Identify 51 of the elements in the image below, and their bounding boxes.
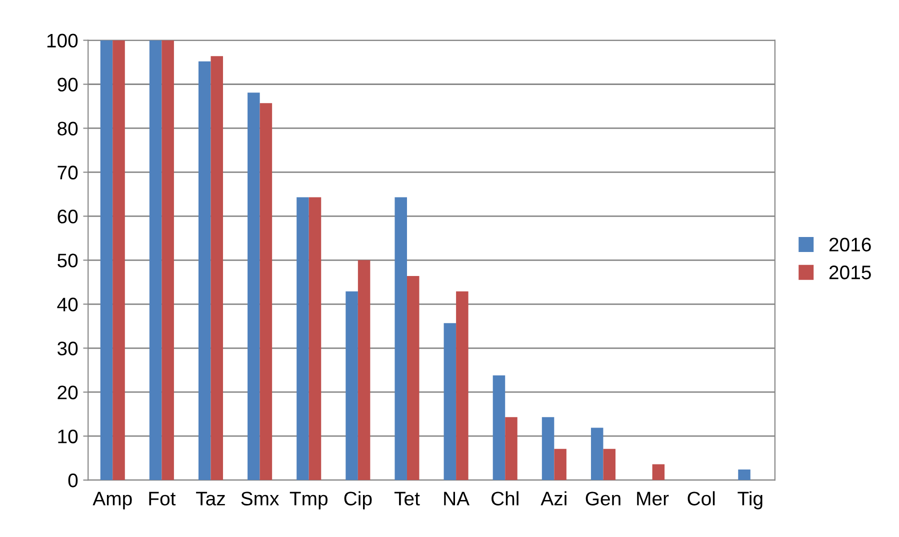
bar	[162, 40, 174, 480]
y-tick-label: 80	[58, 122, 78, 136]
bar	[603, 448, 616, 480]
x-tick-label: Azi	[540, 491, 566, 506]
y-tick-label: 20	[58, 386, 78, 400]
y-tick-label: 0	[68, 474, 78, 488]
bar	[308, 197, 322, 480]
bar	[100, 40, 113, 480]
x-tick-label: Smx	[241, 492, 280, 506]
bar	[394, 197, 407, 480]
bar	[444, 323, 456, 480]
x-tick-label: Chl	[492, 491, 518, 506]
bar	[492, 375, 506, 480]
x-tick-label: Col	[688, 491, 715, 506]
bar	[149, 40, 162, 480]
bar	[198, 61, 211, 480]
bar	[590, 428, 604, 480]
bar	[346, 291, 358, 480]
x-tick-label: Mer	[637, 492, 669, 506]
x-tick-label: Tig	[738, 491, 762, 510]
bar	[554, 448, 566, 480]
bar	[296, 197, 309, 480]
x-tick-label: Gen	[586, 492, 620, 506]
bar	[358, 260, 370, 480]
x-tick-label: Tet	[394, 492, 420, 506]
y-tick-label: 30	[57, 342, 78, 356]
bar	[652, 464, 665, 480]
y-tick-label: 100	[47, 34, 78, 48]
bar	[505, 417, 518, 480]
bar	[260, 103, 272, 480]
legend-label: 2016	[829, 238, 871, 252]
y-tick-label: 40	[57, 298, 78, 312]
x-tick-label: Amp	[92, 492, 132, 510]
bar	[248, 92, 260, 480]
x-tick-label: NA	[444, 492, 470, 506]
y-tick-label: 10	[58, 430, 78, 444]
y-tick-label: 60	[58, 210, 78, 224]
bar	[210, 56, 224, 480]
bar	[542, 417, 554, 480]
bar	[112, 40, 125, 480]
y-tick-label: 50	[58, 254, 78, 268]
x-tick-label: Fot	[149, 492, 176, 506]
x-tick-label: Cip	[344, 491, 372, 510]
y-tick-label: 90	[58, 78, 78, 92]
bar	[456, 291, 468, 480]
y-tick-label: 70	[58, 166, 78, 180]
x-tick-label: Taz	[196, 492, 225, 506]
legend-label: 2015	[829, 266, 871, 280]
bar	[738, 470, 750, 480]
bar	[406, 276, 420, 480]
x-tick-label: Tmp	[290, 492, 328, 510]
